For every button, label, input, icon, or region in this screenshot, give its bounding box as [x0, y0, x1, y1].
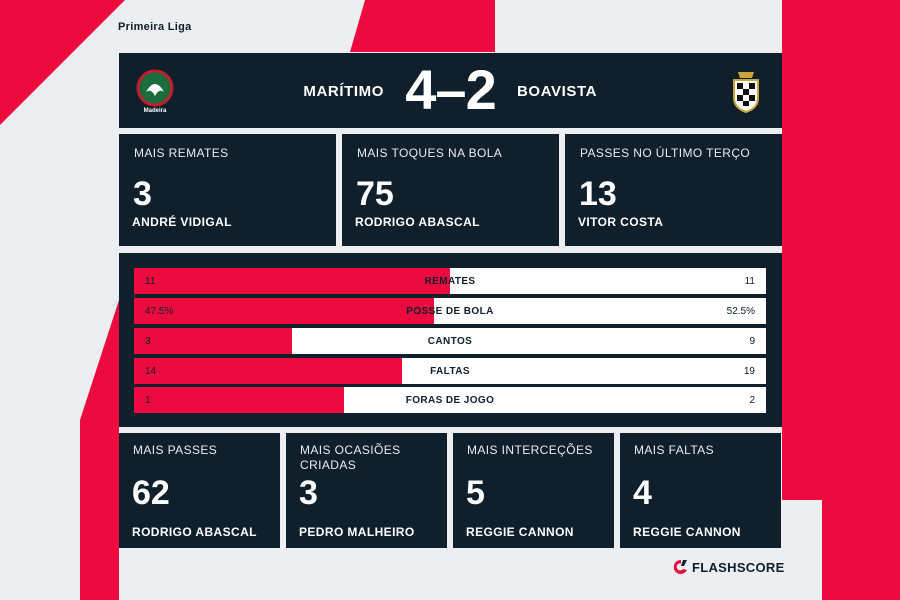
brand-name: FLASHSCORE [692, 559, 785, 575]
flashscore-logo: FLASHSCORE [674, 556, 785, 578]
stat-label: Posse de bola [406, 306, 494, 317]
home-share-bar [134, 268, 450, 294]
away-value: 9 [749, 336, 755, 347]
stat-card-category: Mais interceções [467, 443, 593, 457]
home-value: 1 [145, 395, 151, 406]
stat-card-value: 3 [133, 175, 152, 213]
stat-card-category: Mais remates [134, 146, 229, 160]
stat-card-player: Rodrigo Abascal [355, 215, 480, 229]
stat-card-final-third-passes: Passes no último terço 13 Vitor Costa [565, 134, 782, 246]
final-score: 4–2 [405, 58, 496, 121]
flashscore-mark-icon [674, 559, 687, 574]
maritimo-crest-icon: Madeira [136, 69, 174, 114]
stat-label: Remates [424, 276, 476, 287]
home-team-name: Marítimo [303, 83, 384, 100]
stat-card-player: André Vidigal [132, 215, 232, 229]
stat-label: Foras de jogo [405, 395, 495, 406]
stat-card-most-touches: Mais toques na bola 75 Rodrigo Abascal [342, 134, 559, 246]
stat-card-most-shots: Mais remates 3 André Vidigal [119, 134, 336, 246]
stat-card-player: Rodrigo Abascal [132, 525, 257, 539]
stat-card-most-interceptions: Mais interceções 5 Reggie Cannon [453, 433, 614, 548]
match-header: Madeira Marítimo 4–2 Boavista [119, 53, 782, 128]
league-name: Primeira Liga [118, 21, 192, 33]
stat-card-player: Pedro Malheiro [299, 525, 415, 539]
comparison-row-offsides: 1 Foras de jogo 2 [134, 387, 766, 413]
comparison-row-corners: 3 Cantos 9 [134, 328, 766, 354]
stat-card-value: 75 [356, 175, 394, 213]
stat-card-value: 5 [466, 474, 485, 512]
away-value: 19 [743, 366, 755, 377]
away-value: 2 [749, 395, 755, 406]
stat-card-category: Mais faltas [634, 443, 714, 457]
stat-label: Faltas [430, 366, 470, 377]
stat-card-category: Passes no último terço [580, 146, 751, 160]
away-value: 11 [744, 276, 755, 287]
stat-card-most-fouls: Mais faltas 4 Reggie Cannon [620, 433, 781, 548]
stat-card-most-passes: Mais passes 62 Rodrigo Abascal [119, 433, 280, 548]
stat-card-value: 3 [299, 474, 318, 512]
home-share-bar [134, 358, 402, 384]
home-value: 11 [145, 276, 156, 287]
team-comparison: 11 Remates 11 47.5% Posse de bola 52.5% … [119, 253, 782, 427]
stat-card-value: 4 [633, 474, 652, 512]
stat-card-category: Mais toques na bola [357, 146, 503, 160]
home-value: 3 [145, 336, 151, 347]
stat-card-player: Reggie Cannon [633, 525, 741, 539]
stat-card-most-chances: Mais ocasiões criadas 3 Pedro Malheiro [286, 433, 447, 548]
stat-card-value: 13 [579, 175, 617, 213]
home-value: 14 [145, 366, 157, 377]
comparison-row-fouls: 14 Faltas 19 [134, 358, 766, 384]
home-share-bar [134, 387, 345, 413]
stat-label: Cantos [427, 336, 473, 347]
crest-caption: Madeira [144, 108, 167, 114]
boavista-crest-icon [733, 72, 759, 114]
stat-card-value: 62 [132, 474, 170, 512]
stat-card-category: Mais passes [133, 443, 218, 457]
comparison-row-possession: 47.5% Posse de bola 52.5% [134, 298, 766, 324]
home-value: 47.5% [145, 306, 174, 317]
home-share-bar [134, 328, 292, 354]
stat-card-player: Reggie Cannon [466, 525, 574, 539]
comparison-row-shots: 11 Remates 11 [134, 268, 766, 294]
away-team-name: Boavista [517, 83, 598, 100]
stat-card-player: Vitor Costa [578, 215, 664, 229]
stat-card-category: Mais ocasiões criadas [300, 443, 401, 472]
home-share-bar [134, 298, 435, 324]
away-value: 52.5% [726, 306, 755, 317]
